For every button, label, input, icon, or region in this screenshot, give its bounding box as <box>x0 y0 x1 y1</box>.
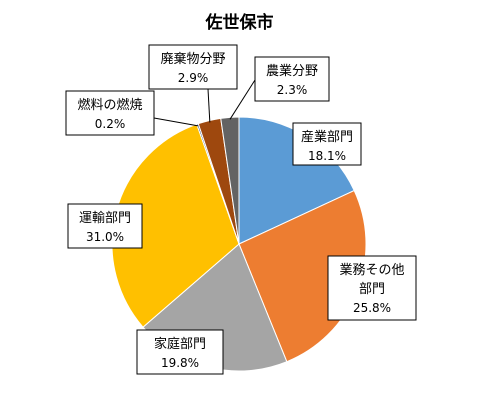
data-label-4: 燃料の燃焼 0.2% <box>65 90 155 136</box>
label-box <box>65 90 155 136</box>
label-box <box>148 44 238 90</box>
label-name: 産業部門 <box>301 129 353 145</box>
label-box <box>292 122 362 166</box>
label-name: 農業分野 <box>266 63 318 79</box>
pie-slice-6 <box>220 116 240 245</box>
data-label-6: 農業分野 2.3% <box>254 56 330 102</box>
leader-line-4 <box>153 117 199 127</box>
chart-title: 佐世保市 <box>205 13 274 33</box>
data-label-2: 家庭部門 19.8% <box>136 329 224 375</box>
label-name: 燃料の燃焼 <box>77 97 142 113</box>
label-name: 部門 <box>359 282 385 297</box>
label-box <box>327 255 417 321</box>
label-percent: 25.8% <box>353 301 391 315</box>
label-percent: 0.2% <box>95 117 126 131</box>
label-percent: 31.0% <box>86 230 124 244</box>
label-name: 業務その他 <box>339 262 404 278</box>
label-percent: 2.3% <box>277 83 308 97</box>
label-percent: 18.1% <box>308 149 346 163</box>
leader-line-5 <box>207 88 211 123</box>
label-percent: 19.8% <box>161 356 199 370</box>
data-label-5: 廃棄物分野 2.9% <box>148 44 238 90</box>
label-name: 家庭部門 <box>154 336 206 352</box>
label-box <box>67 203 143 249</box>
data-label-3: 運輸部門 31.0% <box>67 203 143 249</box>
label-box <box>136 329 224 375</box>
label-name: 運輸部門 <box>79 211 131 226</box>
data-label-0: 産業部門 18.1% <box>292 122 362 166</box>
label-percent: 2.9% <box>178 71 209 85</box>
label-name: 廃棄物分野 <box>160 51 225 67</box>
label-box <box>254 56 330 102</box>
leader-line-6 <box>229 79 256 120</box>
